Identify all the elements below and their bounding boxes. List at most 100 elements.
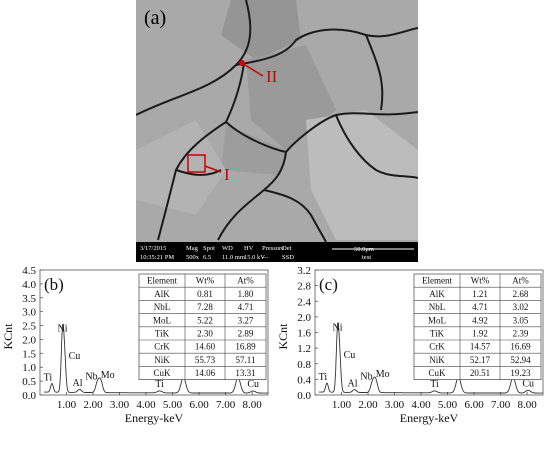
sem-info-value: 15.0 kV bbox=[244, 254, 265, 261]
sem-info-value: 6.5 bbox=[203, 254, 211, 261]
peak-label: Mo bbox=[376, 369, 390, 380]
table-cell: 14.57 bbox=[470, 342, 491, 352]
peak-label: Ti bbox=[430, 379, 439, 390]
x-tick-label: 8.00 bbox=[242, 399, 262, 411]
x-tick-label: 3.00 bbox=[385, 399, 405, 411]
grain-boundary bbox=[224, 62, 287, 153]
grain-regions bbox=[136, 0, 418, 240]
y-tick-label: 3.0 bbox=[22, 307, 36, 319]
table-cell: 0.81 bbox=[197, 289, 213, 299]
sem-info-value: 11.0 mm bbox=[222, 254, 245, 261]
table-cell: AlK bbox=[154, 289, 170, 299]
grain-boundary bbox=[235, 27, 418, 66]
table-cell: TiK bbox=[430, 329, 445, 339]
x-tick-label: 4.00 bbox=[136, 399, 156, 411]
sem-info-header: Det bbox=[282, 245, 292, 252]
marker-point-2 bbox=[239, 60, 245, 66]
peak-label: Ti bbox=[44, 372, 53, 383]
x-axis-label: Energy-keV bbox=[400, 411, 459, 425]
x-tick-label: 6.00 bbox=[189, 399, 209, 411]
x-axis-label: Energy-keV bbox=[125, 411, 184, 425]
y-tick-label: 0.8 bbox=[297, 359, 311, 371]
sem-info-header: HV bbox=[244, 245, 254, 252]
table-cell: 4.92 bbox=[472, 315, 488, 325]
table-cell: NbL bbox=[154, 302, 171, 312]
peak-label: Cu bbox=[344, 350, 356, 361]
panel-label-a: (a) bbox=[144, 7, 166, 29]
marker-box-1 bbox=[187, 154, 206, 173]
y-tick-label: 0.5 bbox=[22, 376, 36, 388]
x-tick-label: 4.00 bbox=[411, 399, 431, 411]
y-tick-label: 0.0 bbox=[297, 390, 311, 402]
grain-boundary bbox=[365, 34, 384, 111]
table-cell: NiK bbox=[154, 355, 170, 365]
table-cell: MoL bbox=[153, 315, 171, 325]
peak-label: Nb bbox=[360, 371, 372, 382]
eds-chart-b: 0.0 0.5 1.0 1.5 2.02.5 3.0 3.5 4.0 4.5 1.00 2.00 3.… bbox=[1, 265, 269, 425]
grain-light bbox=[221, 125, 286, 175]
y-axis-label: KCnt bbox=[1, 323, 15, 350]
table-cell: 4.71 bbox=[238, 302, 254, 312]
table-header-cell: Wt% bbox=[196, 276, 215, 286]
sem-sample-label: test bbox=[362, 254, 371, 261]
marker-leader-2 bbox=[244, 64, 264, 77]
table-header-cell: At% bbox=[512, 276, 529, 286]
peak-label: Cu bbox=[69, 351, 81, 362]
sem-info-value: --- bbox=[262, 254, 269, 261]
table-cell: 4.71 bbox=[472, 302, 488, 312]
table-cell: 52.94 bbox=[510, 355, 531, 365]
marker-label-2: II bbox=[266, 67, 278, 86]
table-cell: TiK bbox=[155, 329, 170, 339]
marker-leader-1 bbox=[204, 165, 222, 173]
table-cell: 19.23 bbox=[510, 368, 531, 378]
table-cell: 1.21 bbox=[472, 289, 488, 299]
grain-dark bbox=[221, 0, 301, 60]
sem-info-header: Pressure bbox=[262, 245, 284, 252]
panel-label: (b) bbox=[44, 275, 64, 294]
eds-chart-c: 0.0 0.4 0.8 1.2 1.6 2.0 2.4 2.8 3.2 1.00 2.00 3.00 4… bbox=[276, 265, 544, 425]
y-tick-label: 1.5 bbox=[22, 348, 36, 360]
sem-info-header: Spot bbox=[203, 245, 215, 252]
x-tick-label: 5.00 bbox=[163, 399, 183, 411]
peak-label: Ti bbox=[155, 379, 164, 390]
grain-boundary bbox=[136, 0, 252, 116]
panel-label: (c) bbox=[319, 275, 338, 294]
peak-label: Al bbox=[348, 378, 358, 389]
table-cell: 1.92 bbox=[472, 329, 488, 339]
peak-label: Ni bbox=[58, 323, 68, 334]
y-tick-label: 4.5 bbox=[22, 265, 36, 277]
table-cell: 3.05 bbox=[513, 315, 529, 325]
x-tick-label: 8.00 bbox=[517, 399, 537, 411]
grain-boundary bbox=[263, 189, 327, 243]
table-cell: NbL bbox=[429, 302, 446, 312]
x-tick-label: 5.00 bbox=[438, 399, 458, 411]
spectrum-line bbox=[44, 323, 268, 394]
table-cell: CuK bbox=[428, 368, 446, 378]
sem-scale-label: 50.0μm bbox=[354, 246, 374, 253]
y-tick-label: 1.0 bbox=[22, 362, 36, 374]
sem-micrograph: II I (a) 3/17/2015 10:35:21 PM Mag 500xSpot… bbox=[136, 0, 418, 262]
y-tick-label: 2.0 bbox=[22, 334, 36, 346]
peak-label: Mo bbox=[101, 370, 115, 381]
table-cell: 14.60 bbox=[195, 342, 216, 352]
table-header-cell: Element bbox=[147, 276, 177, 286]
y-tick-label: 3.2 bbox=[297, 265, 311, 277]
marker-label-1: I bbox=[224, 165, 230, 184]
table-cell: AlK bbox=[429, 289, 445, 299]
table-cell: 7.28 bbox=[197, 302, 213, 312]
table-header-cell: At% bbox=[237, 276, 254, 286]
table-header-cell: Element bbox=[422, 276, 452, 286]
y-tick-label: 4.0 bbox=[22, 279, 36, 291]
sem-info-value: 500x bbox=[186, 254, 200, 261]
table-cell: 16.69 bbox=[510, 342, 531, 352]
x-tick-label: 6.00 bbox=[464, 399, 484, 411]
spectrum-line bbox=[319, 322, 543, 394]
sem-date: 3/17/2015 bbox=[140, 245, 166, 252]
table-cell: 3.02 bbox=[513, 302, 529, 312]
grain-boundaries bbox=[136, 0, 418, 243]
grain-light bbox=[306, 110, 418, 240]
table-cell: 2.68 bbox=[513, 289, 529, 299]
x-tick-label: 2.00 bbox=[358, 399, 378, 411]
